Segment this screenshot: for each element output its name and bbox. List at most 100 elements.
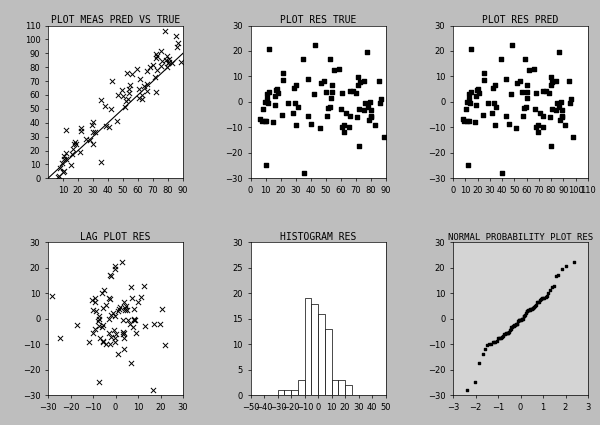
Point: [152, 67, 162, 74]
Point: [110, 326, 119, 333]
Point: [94, 312, 104, 319]
Point: [304, 113, 313, 119]
Title: PLOT RES PRED: PLOT RES PRED: [482, 15, 559, 25]
Point: [151, 55, 161, 62]
Point: [542, 292, 551, 299]
Bar: [305, 298, 311, 395]
Point: [554, 48, 563, 55]
Point: [95, 334, 105, 341]
Point: [354, 143, 364, 150]
Point: [164, 56, 173, 62]
Point: [107, 77, 117, 84]
Point: [107, 273, 116, 280]
Point: [327, 81, 337, 88]
Point: [76, 125, 85, 131]
Point: [323, 113, 332, 120]
Point: [554, 103, 564, 110]
Point: [565, 99, 575, 106]
Point: [129, 316, 139, 323]
Point: [494, 334, 504, 341]
Point: [506, 323, 516, 330]
Point: [478, 351, 487, 358]
Point: [505, 326, 515, 333]
Point: [513, 318, 523, 325]
Point: [99, 287, 109, 294]
Point: [75, 148, 85, 155]
Point: [104, 124, 113, 130]
Point: [341, 109, 351, 116]
Point: [119, 331, 128, 337]
Point: [541, 293, 550, 300]
Point: [490, 339, 499, 346]
Point: [367, 106, 376, 113]
Point: [345, 113, 355, 119]
Point: [530, 105, 540, 112]
Point: [100, 103, 110, 110]
Point: [262, 95, 271, 102]
Point: [283, 100, 293, 107]
Point: [66, 161, 76, 168]
Point: [511, 125, 521, 132]
Point: [460, 117, 469, 124]
Point: [121, 306, 130, 313]
Point: [344, 124, 354, 130]
Point: [309, 91, 319, 98]
Point: [379, 134, 388, 141]
Point: [87, 122, 97, 128]
Title: NORMAL PROBABILITY PLOT RES: NORMAL PROBABILITY PLOT RES: [448, 232, 593, 242]
Point: [502, 330, 511, 337]
Point: [121, 302, 130, 309]
Point: [556, 98, 566, 105]
Bar: [345, 385, 352, 395]
Point: [278, 70, 288, 76]
Point: [101, 341, 111, 348]
Point: [151, 88, 161, 95]
Point: [359, 106, 368, 113]
Point: [88, 330, 98, 337]
Point: [291, 122, 301, 129]
Point: [303, 76, 313, 82]
Point: [463, 162, 473, 168]
Bar: [311, 303, 318, 395]
Point: [98, 337, 108, 344]
Point: [98, 322, 107, 329]
Point: [366, 113, 376, 120]
Point: [142, 87, 152, 94]
Point: [534, 298, 544, 305]
Point: [109, 310, 118, 317]
Point: [538, 88, 548, 94]
Point: [556, 117, 565, 124]
Point: [289, 84, 299, 91]
Point: [506, 91, 515, 98]
Bar: [284, 390, 291, 395]
Point: [527, 306, 536, 312]
Point: [176, 58, 186, 65]
Point: [157, 47, 166, 54]
Point: [462, 387, 472, 394]
Bar: [331, 380, 338, 395]
Point: [355, 105, 364, 112]
Point: [514, 317, 524, 323]
Point: [337, 105, 346, 112]
Point: [58, 169, 67, 176]
Point: [59, 167, 68, 174]
Point: [546, 143, 556, 150]
Title: PLOT RES TRUE: PLOT RES TRUE: [280, 15, 356, 25]
Point: [163, 60, 173, 67]
Point: [55, 172, 64, 179]
Point: [521, 310, 530, 317]
Point: [71, 140, 80, 147]
Point: [497, 56, 506, 62]
Point: [120, 103, 130, 110]
Point: [119, 346, 128, 353]
Point: [515, 77, 525, 84]
Point: [149, 387, 158, 394]
Point: [536, 296, 545, 303]
Point: [104, 295, 113, 302]
Point: [490, 99, 499, 106]
Point: [61, 150, 71, 156]
Point: [134, 95, 144, 102]
Point: [351, 90, 361, 96]
Point: [544, 290, 553, 297]
Point: [310, 42, 320, 49]
